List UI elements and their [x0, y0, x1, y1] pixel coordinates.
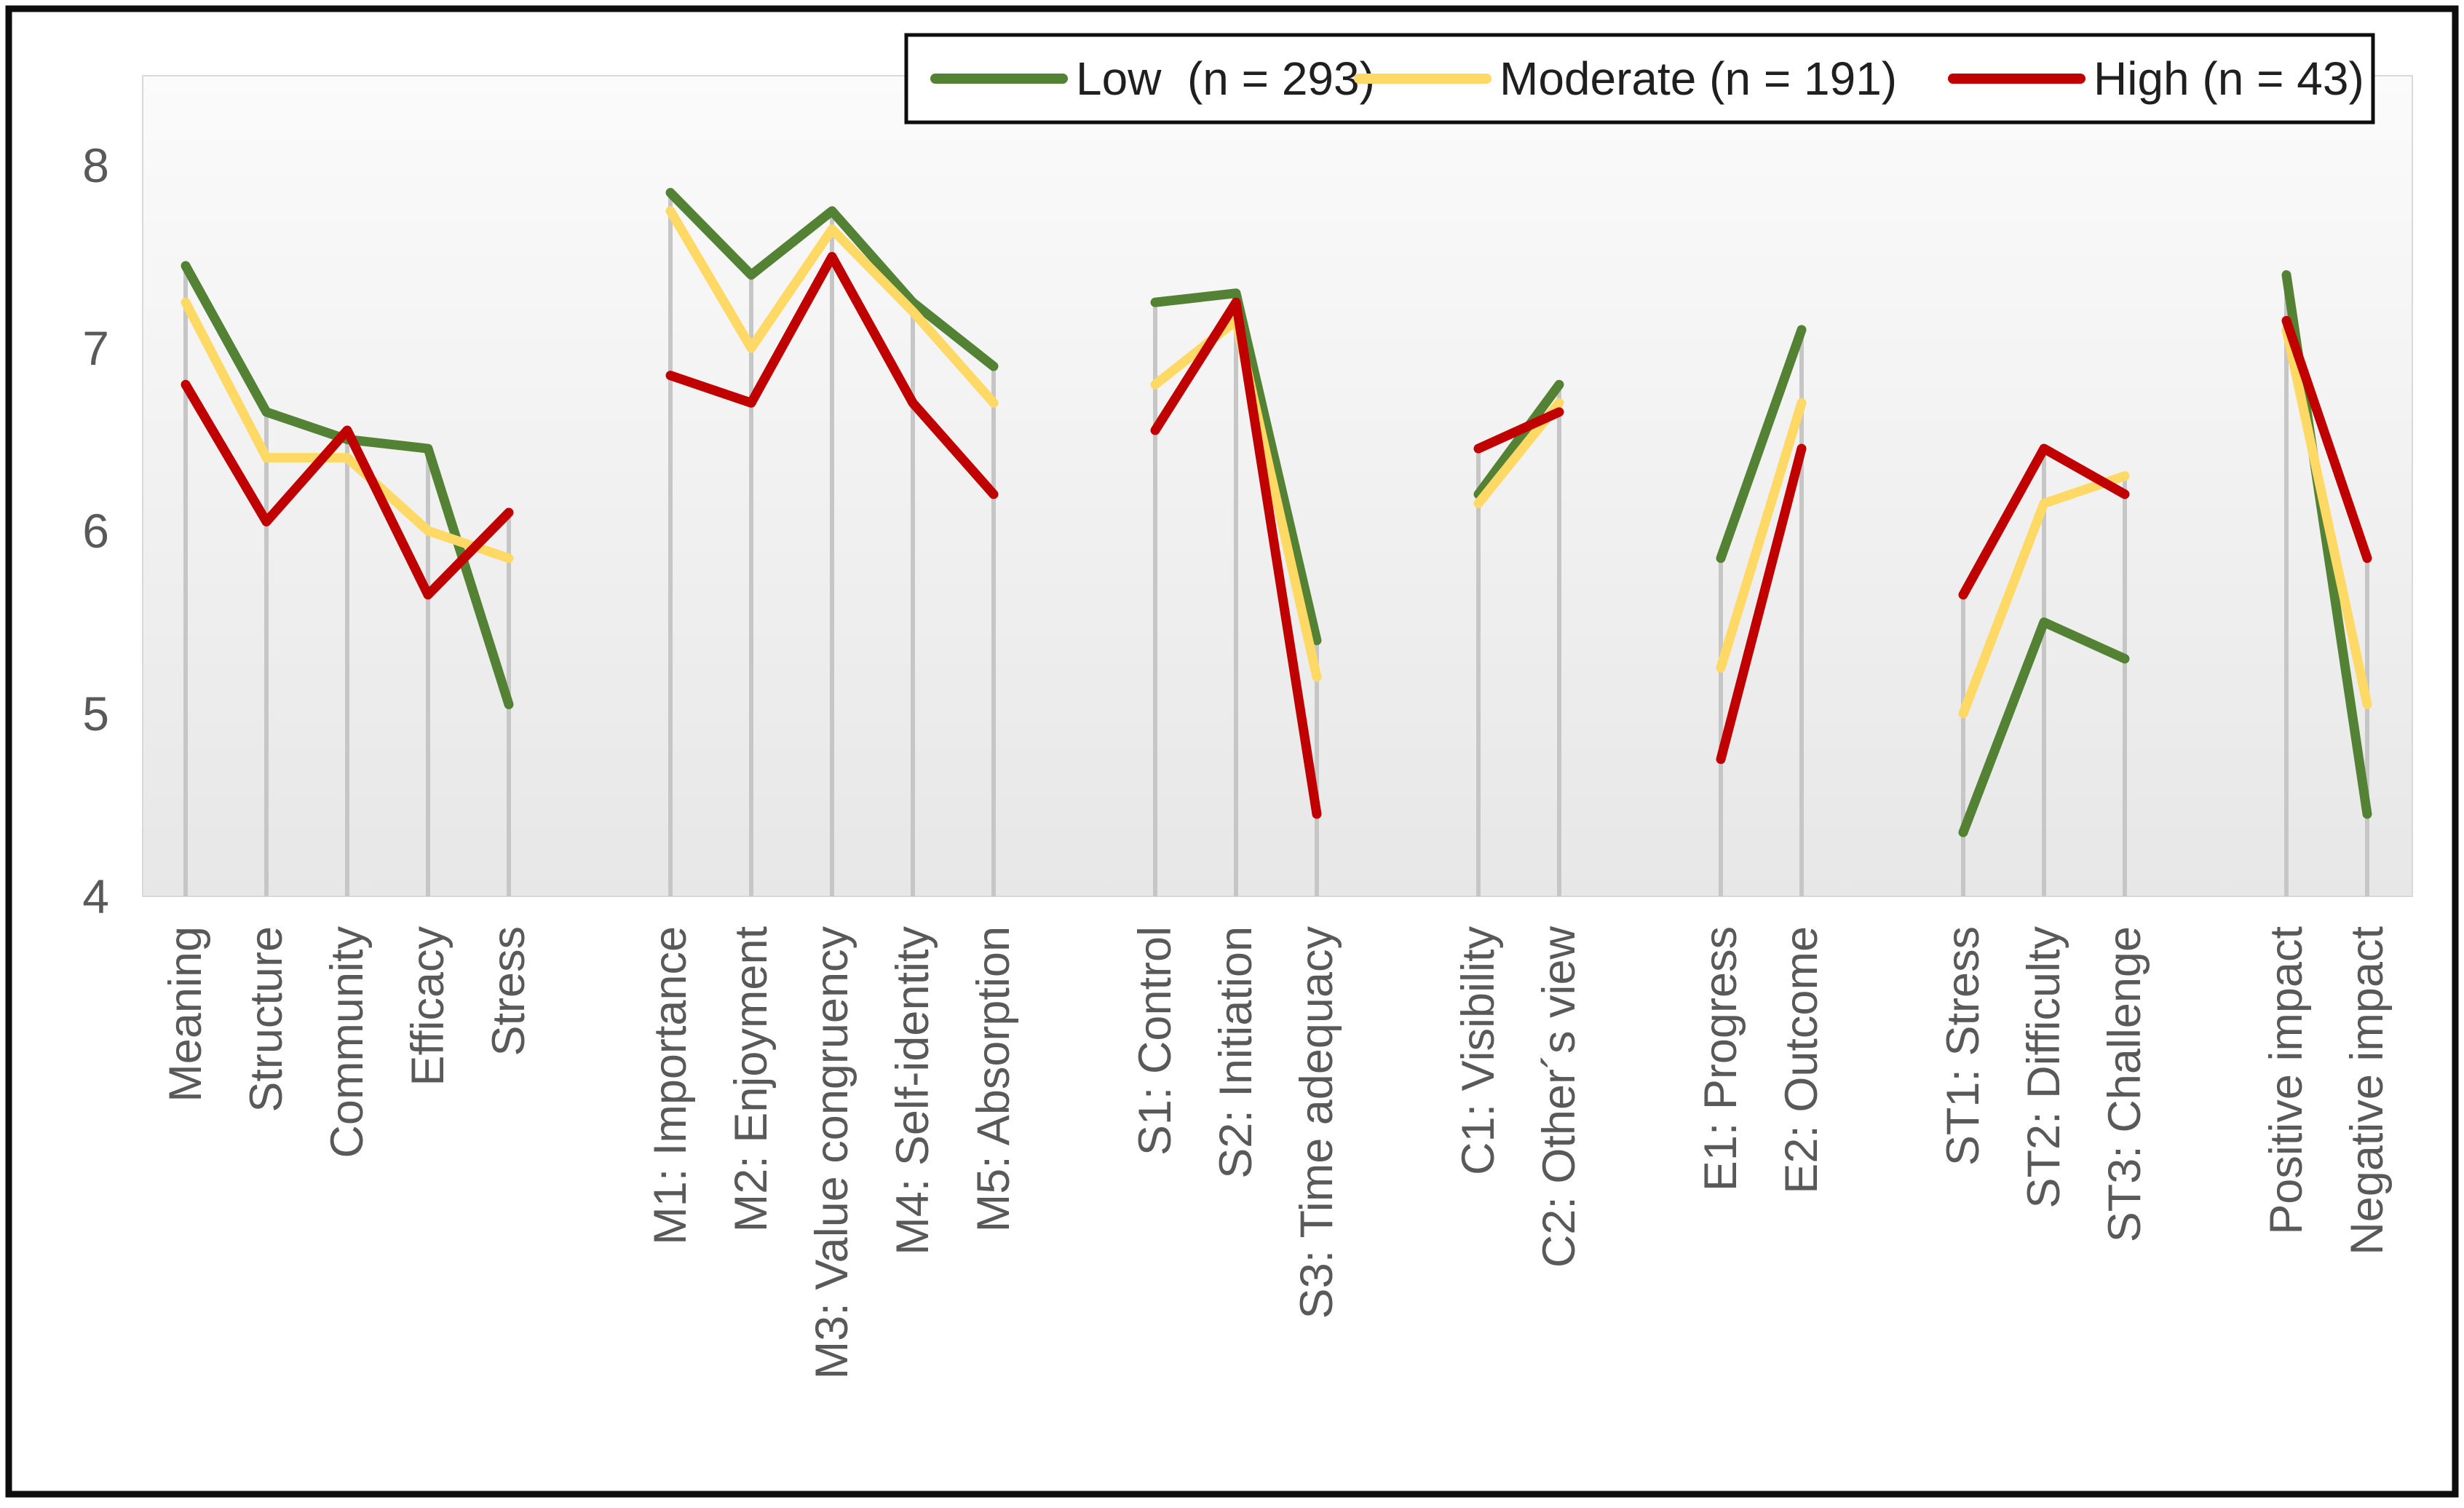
legend-label: Low (n = 293)	[1076, 52, 1375, 105]
legend-item-high: High (n = 43)	[1948, 52, 2364, 105]
category-label: Community	[322, 926, 373, 1158]
series-line	[181, 379, 514, 600]
series-line	[665, 188, 999, 371]
series-line	[665, 206, 999, 408]
category-label: Efficacy	[403, 926, 453, 1086]
series-line	[1473, 379, 1564, 500]
series-line	[1150, 288, 1322, 646]
series-line	[1716, 443, 1807, 765]
category-label: M4: Self-identity	[887, 926, 938, 1255]
category-label: S2: Initiation	[1211, 926, 1261, 1179]
legend-item-low: Low (n = 293)	[930, 52, 1375, 105]
category-label: S1: Control	[1130, 926, 1181, 1156]
category-label: M1: Importance	[645, 926, 696, 1245]
category-label: ST1: Stress	[1938, 926, 1989, 1166]
series-line	[181, 297, 514, 564]
y-tick-label: 6	[82, 504, 109, 558]
category-label: E1: Progress	[1695, 926, 1746, 1191]
y-tick-label: 8	[82, 138, 109, 192]
category-label: Meaning	[160, 926, 211, 1102]
legend-label: Moderate (n = 191)	[1500, 52, 1897, 105]
category-label: E2: Outcome	[1776, 926, 1827, 1194]
category-label: M3: Value congruency	[807, 926, 857, 1380]
category-label: ST2: Difficulty	[2019, 926, 2069, 1209]
series-high	[181, 252, 2372, 819]
category-label: Positive impact	[2261, 926, 2312, 1235]
series-line	[1958, 443, 2130, 600]
y-axis: 8 7 6 5 4	[82, 138, 109, 923]
category-label: M2: Enjoyment	[726, 926, 777, 1233]
x-axis: Meaning Structure Community Efficacy Stress M…	[160, 926, 2393, 1380]
drop-lines	[183, 192, 2369, 896]
series-line	[1716, 398, 1807, 673]
series-line	[1958, 617, 2130, 837]
category-label: S3: Time adequacy	[1291, 926, 1342, 1319]
figure-border	[5, 5, 2459, 1498]
category-label: C2: Other´s view	[1534, 926, 1585, 1268]
series-line	[665, 252, 999, 500]
category-label: Structure	[241, 926, 292, 1113]
series-line	[2281, 325, 2372, 709]
legend-item-moderate: Moderate (n = 191)	[1354, 52, 1897, 105]
category-label: Stress	[483, 926, 534, 1057]
category-label: M5: Absorption	[968, 926, 1019, 1232]
series-line	[1716, 325, 1807, 564]
series-line	[1473, 407, 1564, 454]
y-tick-label: 4	[82, 869, 109, 923]
category-label: Negative impact	[2342, 926, 2393, 1255]
series-line	[1150, 297, 1322, 819]
category-label: C1: Visibility	[1453, 926, 1504, 1175]
y-tick-label: 5	[82, 687, 109, 741]
legend: Low (n = 293) Moderate (n = 191) High (n =…	[904, 33, 2375, 125]
series-line	[2281, 315, 2372, 564]
legend-label: High (n = 43)	[2093, 52, 2364, 105]
y-tick-label: 7	[82, 321, 109, 375]
category-label: ST3: Challenge	[2099, 926, 2150, 1242]
legend-box	[904, 33, 2375, 125]
series-line	[1958, 471, 2130, 719]
